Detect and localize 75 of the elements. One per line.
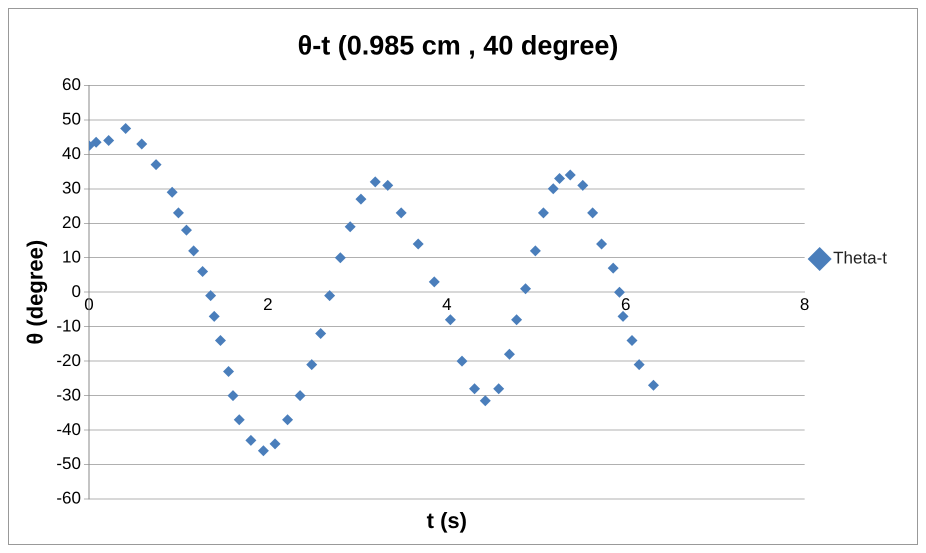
point	[469, 383, 480, 394]
x-tick-label: 8	[800, 295, 810, 314]
point	[618, 310, 629, 322]
point	[205, 290, 216, 302]
point	[511, 314, 522, 326]
point	[120, 122, 132, 134]
point	[428, 276, 440, 288]
point	[306, 359, 318, 370]
y-tick-label: 50	[62, 110, 81, 129]
point	[223, 366, 234, 377]
point	[270, 438, 281, 450]
point	[214, 334, 226, 346]
point	[334, 252, 346, 264]
point	[520, 283, 532, 294]
point	[294, 390, 306, 402]
point	[396, 207, 407, 218]
point	[480, 395, 491, 406]
point	[136, 138, 148, 150]
point	[370, 176, 381, 188]
point	[564, 170, 576, 181]
point	[103, 135, 114, 146]
y-tick-label: 0	[72, 282, 81, 301]
point	[587, 207, 598, 218]
point	[382, 180, 394, 191]
point	[234, 414, 245, 426]
point	[444, 314, 456, 326]
y-tick-label: 30	[62, 178, 81, 198]
point	[150, 159, 162, 170]
point	[282, 414, 294, 426]
point	[456, 356, 468, 367]
point	[634, 359, 645, 370]
point	[208, 310, 220, 322]
legend-label: Theta-t	[833, 248, 888, 268]
x-axis-title: t (s)	[426, 508, 467, 534]
point	[504, 348, 515, 360]
point	[493, 383, 504, 394]
point	[324, 290, 336, 302]
point	[228, 390, 238, 402]
y-axis-title: θ (degree)	[22, 240, 48, 345]
point	[90, 136, 102, 148]
y-tick-label: -50	[56, 454, 81, 474]
x-tick-label: 4	[442, 295, 452, 314]
point	[608, 262, 619, 274]
point	[180, 224, 192, 236]
y-tick-label: -30	[56, 385, 81, 404]
point	[315, 328, 326, 340]
point	[626, 334, 638, 346]
point	[548, 183, 559, 194]
point	[554, 172, 566, 184]
x-tick-label: 2	[263, 295, 273, 314]
point	[614, 286, 625, 298]
point	[258, 445, 269, 456]
point	[577, 180, 588, 191]
point	[245, 434, 256, 446]
point	[355, 194, 366, 205]
point	[412, 238, 424, 250]
y-tick-label: 60	[62, 75, 81, 94]
point	[344, 221, 356, 232]
y-tick-label: -20	[56, 350, 81, 370]
point	[166, 186, 178, 198]
point	[530, 245, 541, 256]
point	[172, 207, 184, 218]
point	[197, 266, 208, 278]
y-tick-label: -40	[56, 420, 81, 439]
y-tick-label: 20	[62, 212, 81, 232]
y-tick-label: 10	[62, 247, 81, 266]
x-tick-label: 6	[620, 295, 630, 314]
y-tick-label: -60	[56, 488, 81, 508]
chart-title: θ-t (0.985 cm , 40 degree)	[298, 30, 618, 61]
point	[648, 380, 659, 391]
point	[538, 207, 549, 218]
y-tick-label: -10	[56, 316, 81, 336]
y-tick-label: 40	[62, 144, 81, 164]
point	[596, 238, 608, 250]
point	[188, 245, 200, 256]
